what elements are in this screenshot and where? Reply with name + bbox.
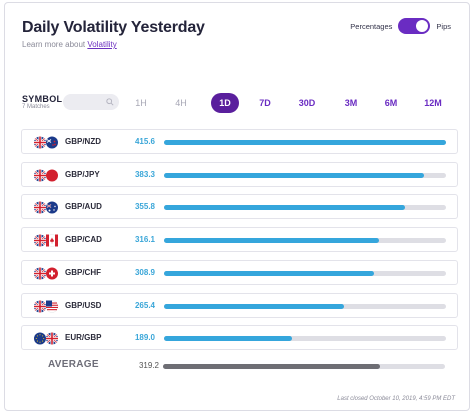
table-row[interactable]: GBP/AUD 355.8 bbox=[21, 194, 458, 220]
table-row[interactable]: GBP/NZD 415.6 bbox=[21, 129, 458, 154]
currency-flags-icon bbox=[34, 201, 58, 214]
volatility-value: 355.8 bbox=[134, 202, 155, 212]
volatility-value: 415.6 bbox=[134, 137, 155, 146]
tab-period-4h[interactable]: 4H bbox=[175, 98, 187, 108]
currency-flags-icon bbox=[34, 234, 59, 247]
symbol-search-input[interactable] bbox=[63, 94, 119, 110]
average-bar-fill bbox=[163, 364, 380, 369]
tab-period-3m[interactable]: 3M bbox=[344, 98, 358, 108]
table-row[interactable]: GBP/CAD 316.1 bbox=[21, 227, 458, 253]
volatility-value: 265.4 bbox=[134, 300, 155, 310]
units-toggle[interactable] bbox=[398, 18, 431, 34]
average-value: 319.2 bbox=[138, 361, 159, 370]
search-icon bbox=[106, 98, 114, 106]
tab-period-12m[interactable]: 12M bbox=[424, 98, 442, 108]
toggle-knob bbox=[416, 20, 429, 32]
volatility-bar-track bbox=[164, 238, 446, 244]
match-count: 7 Matches bbox=[22, 104, 50, 110]
tab-period-1h[interactable]: 1H bbox=[135, 98, 147, 108]
volatility-bar-fill bbox=[164, 303, 345, 309]
volatility-bar-track bbox=[164, 205, 446, 211]
volatility-value: 316.1 bbox=[134, 235, 155, 245]
toggle-label-percentages[interactable]: Percentages bbox=[350, 21, 393, 31]
volatility-bar-fill bbox=[164, 205, 406, 211]
tab-period-7d[interactable]: 7D bbox=[259, 98, 271, 108]
table-row[interactable]: GBP/CHF 308.9 bbox=[21, 259, 458, 285]
currency-pair-label: EUR/GBP bbox=[65, 333, 102, 343]
volatility-bar-fill bbox=[164, 238, 379, 244]
volatility-bar-track bbox=[164, 270, 446, 276]
currency-flags-icon bbox=[34, 299, 59, 313]
volatility-bar-track bbox=[164, 172, 446, 178]
period-tabs: 1H 4H 1D 7D 30D 3M 6M 12M bbox=[127, 93, 465, 113]
currency-flags-icon bbox=[34, 267, 58, 280]
symbol-column-header[interactable]: SYMBOL bbox=[22, 94, 63, 104]
volatility-bar-track bbox=[164, 140, 446, 145]
currency-pair-label: GBP/AUD bbox=[65, 202, 102, 212]
currency-pair-label: GBP/NZD bbox=[65, 137, 101, 146]
tab-period-1d[interactable]: 1D bbox=[211, 93, 239, 113]
tab-period-30d[interactable]: 30D bbox=[298, 98, 316, 108]
volatility-value: 189.0 bbox=[134, 333, 155, 343]
table-row[interactable]: GBP/JPY 383.3 bbox=[21, 161, 458, 187]
currency-pair-label: GBP/USD bbox=[65, 300, 102, 310]
volatility-card: Daily Volatility Yesterday Learn more ab… bbox=[4, 2, 470, 411]
volatility-bar-track bbox=[164, 336, 446, 342]
currency-pair-label: GBP/JPY bbox=[65, 169, 100, 179]
volatility-bar-fill bbox=[164, 140, 446, 145]
volatility-link[interactable]: Volatility bbox=[87, 40, 117, 49]
page-title: Daily Volatility Yesterday bbox=[22, 19, 205, 36]
currency-flags-icon bbox=[34, 169, 58, 182]
tab-period-6m[interactable]: 6M bbox=[384, 98, 398, 108]
volatility-bar-fill bbox=[164, 172, 424, 178]
average-label: AVERAGE bbox=[48, 359, 99, 370]
currency-pair-label: GBP/CAD bbox=[65, 235, 102, 245]
volatility-bar-track bbox=[164, 303, 446, 309]
currency-flags-icon bbox=[34, 136, 58, 149]
currency-pair-label: GBP/CHF bbox=[65, 267, 101, 277]
subtitle: Learn more about Volatility bbox=[22, 40, 117, 49]
average-bar-track bbox=[163, 364, 445, 369]
volatility-value: 308.9 bbox=[134, 267, 155, 277]
toggle-label-pips[interactable]: Pips bbox=[436, 21, 451, 31]
last-closed-note: Last closed October 10, 2019, 4:59 PM ED… bbox=[337, 396, 455, 402]
volatility-bar-fill bbox=[164, 270, 374, 276]
units-toggle-group: Percentages Pips bbox=[350, 18, 451, 34]
table-row[interactable]: EUR/GBP 189.0 bbox=[21, 325, 458, 351]
subtitle-prefix: Learn more about bbox=[22, 40, 88, 49]
volatility-bar-fill bbox=[164, 336, 293, 342]
table-row[interactable]: GBP/USD 265.4 bbox=[21, 292, 458, 318]
volatility-value: 383.3 bbox=[134, 169, 155, 179]
currency-flags-icon bbox=[34, 332, 58, 345]
